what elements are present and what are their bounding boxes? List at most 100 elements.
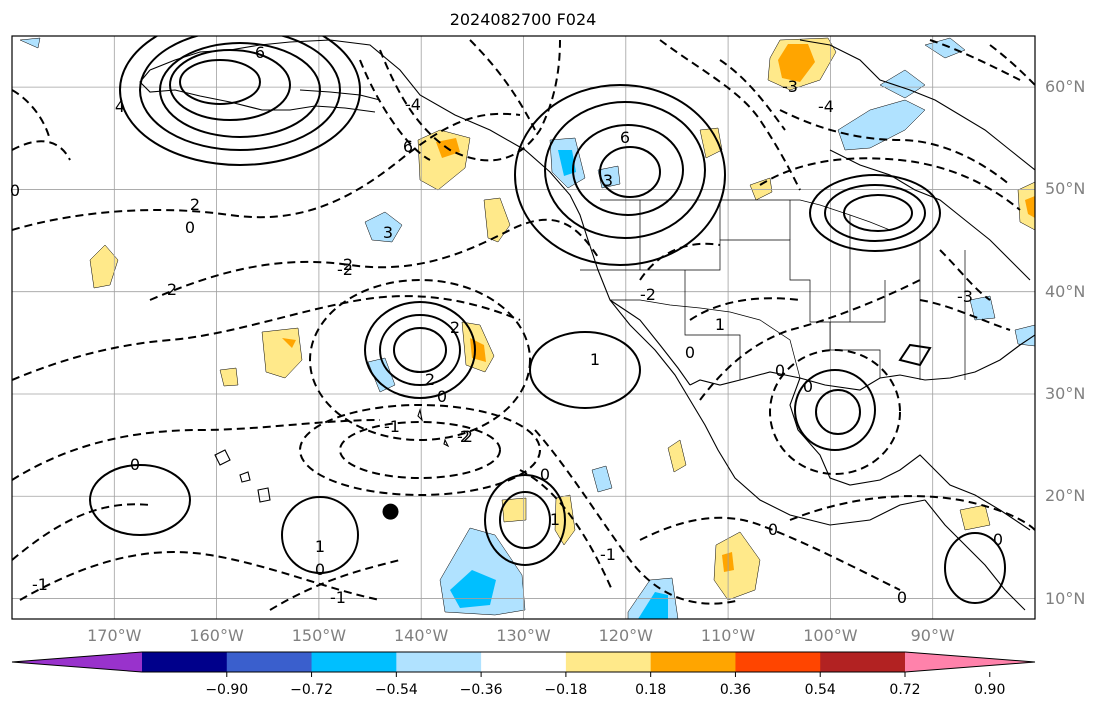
contour-label: 1 xyxy=(715,315,725,334)
contour-label: 1 xyxy=(315,537,325,556)
colorbar-tick-label: 0.54 xyxy=(804,682,836,698)
colorbar-segment xyxy=(311,652,397,672)
black-dot-marker xyxy=(382,503,399,520)
colorbar-tick-label: −0.36 xyxy=(459,682,503,698)
contour-label: 0 xyxy=(185,218,195,237)
political-borders xyxy=(580,199,966,380)
colorbar-tick-label: 0.18 xyxy=(635,682,667,698)
contour-label: -1 xyxy=(600,545,616,564)
contour-label: 0 xyxy=(10,181,20,200)
colorbar-extend-low xyxy=(12,652,142,672)
longitude-label: 90°W xyxy=(910,626,955,645)
contour-label: 0 xyxy=(685,343,695,362)
negative-contours xyxy=(12,39,1035,611)
latitude-label: 30°N xyxy=(1045,383,1086,403)
latitude-label: 60°N xyxy=(1045,77,1086,97)
contour-label: -3 xyxy=(782,77,798,96)
positive-anomaly-patch xyxy=(219,367,239,387)
colorbar-tick-label: 0.72 xyxy=(889,682,921,698)
colorbar-tick-label: −0.90 xyxy=(205,682,249,698)
contour-label: 0 xyxy=(803,377,813,396)
longitude-label: 120°W xyxy=(598,626,653,645)
contour-label: 0 xyxy=(768,520,778,539)
colorbar-tick-label: −0.18 xyxy=(544,682,588,698)
positive-anomaly-patch xyxy=(749,177,773,201)
colorbar-segment xyxy=(481,652,567,672)
positive-anomaly-patch xyxy=(959,504,991,531)
longitude-label: 160°W xyxy=(189,626,244,645)
positive-anomaly-patch xyxy=(89,244,119,289)
positive-contours xyxy=(89,36,1006,604)
positive-anomaly-patch xyxy=(261,327,303,379)
contour-label: -1 xyxy=(384,417,400,436)
colorbar-outline xyxy=(11,651,1036,673)
contour-label: -3 xyxy=(957,287,973,306)
longitude-label: 100°W xyxy=(803,626,858,645)
colorbar xyxy=(11,651,1036,677)
latitude-label: 40°N xyxy=(1045,281,1086,301)
contour-label: -2 xyxy=(457,427,473,446)
negative-anomaly-patch xyxy=(924,37,966,59)
positive-anomaly-patch xyxy=(282,338,296,348)
graticule-grid xyxy=(12,36,1035,619)
colorbar-segment xyxy=(735,652,821,672)
colorbar-segment xyxy=(226,652,313,672)
contour-label: -4 xyxy=(818,97,834,116)
contour-labels: 6 6 6 4 3 3 2 2 2 2 2 2 1 1 1 1 0 0 0 0 … xyxy=(10,43,1003,607)
colorbar-segment xyxy=(142,652,228,672)
positive-anomaly-patch xyxy=(417,129,471,191)
latitude-label: 20°N xyxy=(1045,486,1086,506)
contour-label: -2 xyxy=(337,260,353,279)
latitude-label: 10°N xyxy=(1045,588,1086,608)
map-title: 2024082700 F024 xyxy=(449,10,597,29)
negative-anomaly-patch xyxy=(367,357,396,393)
positive-anomaly-patch xyxy=(667,439,687,473)
latitude-label: 50°N xyxy=(1045,179,1086,199)
contour-label: 2 xyxy=(167,280,177,299)
contour-label: 1 xyxy=(550,510,560,529)
negative-anomaly-patch xyxy=(591,465,613,493)
colorbar-tick-label: 0.90 xyxy=(974,682,1006,698)
contour-label: 0 xyxy=(437,387,447,406)
contour-label: 2 xyxy=(343,255,353,274)
contour-label: 2 xyxy=(450,318,460,337)
contour-label: 0 xyxy=(993,530,1003,549)
negative-anomaly-patch xyxy=(19,37,41,49)
anomaly-shading xyxy=(19,37,1035,619)
map-frame xyxy=(11,35,1036,620)
colorbar-tick-label: 0.36 xyxy=(719,682,752,698)
longitude-label: 110°W xyxy=(700,626,756,645)
contour-label: 6 xyxy=(403,137,413,156)
contour-label: 4 xyxy=(115,97,125,116)
negative-anomaly-patch xyxy=(558,150,576,176)
positive-anomaly-patch xyxy=(778,44,815,82)
contour-label: -1 xyxy=(330,588,346,607)
contour-label: 3 xyxy=(603,171,613,190)
colorbar-segment xyxy=(396,652,482,672)
negative-anomaly-patch xyxy=(364,211,403,243)
colorbar-tick-label: −0.54 xyxy=(374,682,418,698)
contour-label: -1 xyxy=(32,575,48,594)
contour-label: 0 xyxy=(315,560,325,579)
contour-label: 2 xyxy=(425,370,435,389)
contour-label: 6 xyxy=(255,43,265,62)
longitude-label: 170°W xyxy=(87,626,142,645)
longitude-label: 150°W xyxy=(291,626,347,645)
contour-label: 3 xyxy=(383,223,393,242)
negative-anomaly-patch xyxy=(1014,324,1035,347)
positive-anomaly-patch xyxy=(501,497,527,523)
negative-anomaly-patch xyxy=(837,99,926,151)
positive-anomaly-patch xyxy=(1025,196,1035,218)
contour-label: 6 xyxy=(620,128,630,147)
colorbar-extend-high xyxy=(905,652,1035,672)
contour-label: 2 xyxy=(460,427,470,446)
contour-label: 0 xyxy=(775,361,785,380)
contour-label: 0 xyxy=(897,588,907,607)
longitude-label: 130°W xyxy=(496,626,551,645)
contour-label: 2 xyxy=(190,195,200,214)
colorbar-segment xyxy=(565,652,652,672)
positive-anomaly-patch xyxy=(713,531,761,601)
negative-anomaly-patch xyxy=(969,295,996,321)
contour-label: 0 xyxy=(540,465,550,484)
